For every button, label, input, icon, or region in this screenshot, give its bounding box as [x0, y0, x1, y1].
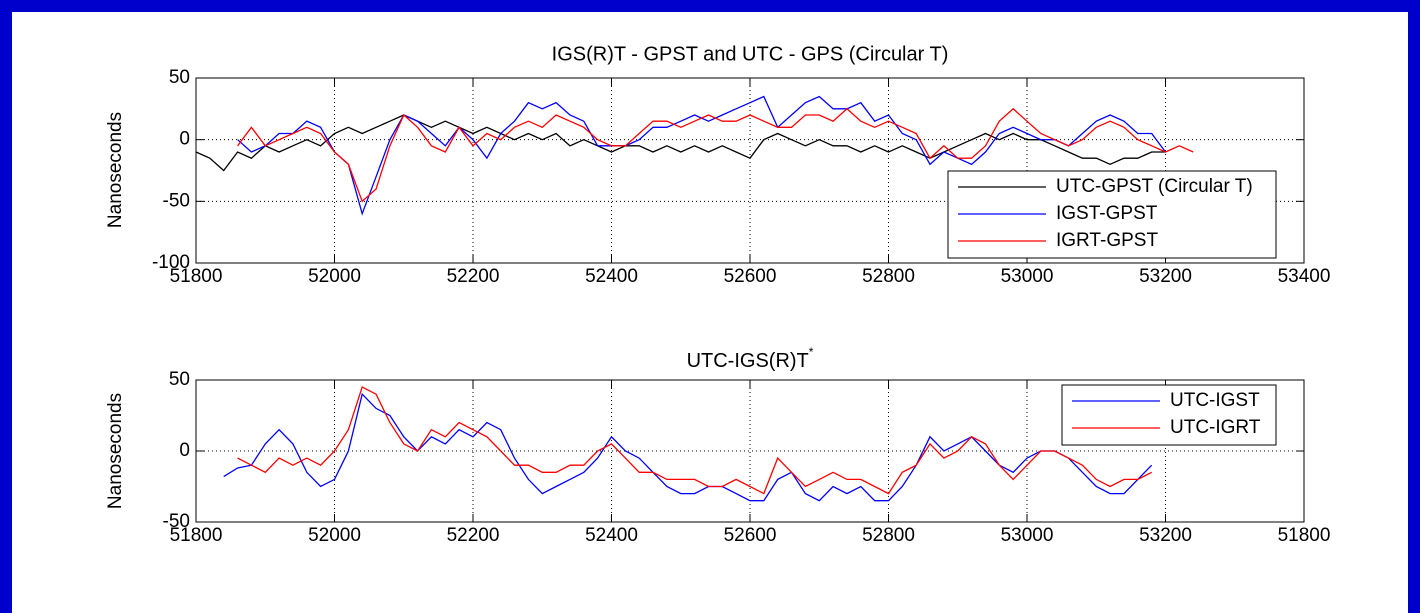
- y-tick-label: 0: [179, 129, 190, 150]
- plot-frame: [195, 379, 1305, 523]
- x-tick-label: 52000: [308, 525, 361, 546]
- y-tick-label: -100: [152, 252, 190, 273]
- y-tick-label: 0: [179, 440, 190, 461]
- x-tick-label: 52400: [585, 266, 638, 287]
- legend-box: [1061, 384, 1277, 446]
- x-tick-label: 52000: [308, 266, 361, 287]
- x-tick-label: 53000: [1001, 525, 1054, 546]
- x-tick-label: 53400: [1278, 266, 1331, 287]
- x-tick-label: 52400: [585, 525, 638, 546]
- chart-title: IGS(R)T - GPST and UTC - GPS (Circular T…: [552, 43, 949, 65]
- x-tick-label: 52800: [862, 266, 915, 287]
- title-superscript: *: [809, 345, 814, 359]
- legend-label: IGRT-GPST: [1056, 230, 1158, 251]
- y-axis-label: Nanoseconds: [105, 393, 126, 509]
- x-tick-label: 53200: [1139, 525, 1192, 546]
- data-line: [237, 386, 1152, 495]
- x-tick-label: 51800: [170, 525, 223, 546]
- canvas: [12, 12, 1408, 613]
- data-line: [195, 114, 1166, 172]
- legend-label: UTC-IGST: [1170, 390, 1260, 411]
- x-tick-label: 51800: [1278, 525, 1331, 546]
- y-tick-label: -50: [163, 190, 190, 211]
- x-tick-label: 52600: [724, 266, 777, 287]
- y-tick-label: -50: [163, 511, 190, 532]
- legend-label: UTC-IGRT: [1170, 417, 1261, 438]
- y-tick-label: 50: [169, 67, 190, 88]
- y-tick-label: 50: [169, 369, 190, 390]
- y-axis-label: Nanoseconds: [105, 112, 126, 228]
- x-tick-label: 53000: [1001, 266, 1054, 287]
- chart-title: UTC-IGS(R)T*: [687, 345, 814, 372]
- plot-frame: [195, 77, 1305, 264]
- x-tick-label: 52200: [447, 266, 500, 287]
- x-tick-label: 51800: [170, 266, 223, 287]
- legend-label: IGST-GPST: [1056, 203, 1158, 224]
- data-line: [237, 107, 1194, 203]
- x-tick-label: 53200: [1139, 266, 1192, 287]
- x-tick-label: 52600: [724, 525, 777, 546]
- title-main: UTC-IGS(R)T: [687, 350, 809, 372]
- x-tick-label: 52800: [862, 525, 915, 546]
- legend-label: UTC-GPST (Circular T): [1056, 176, 1253, 197]
- x-tick-label: 52200: [447, 525, 500, 546]
